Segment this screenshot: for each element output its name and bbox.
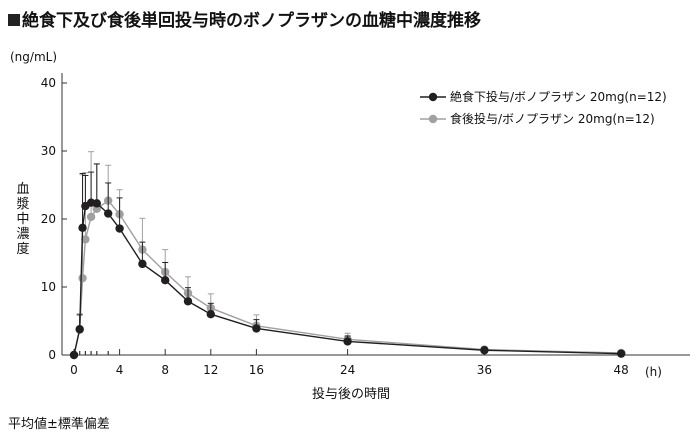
- data-point: [78, 273, 87, 283]
- x-tick-label: 16: [249, 363, 264, 377]
- x-tick-label: 48: [614, 363, 629, 377]
- data-point: [617, 349, 626, 358]
- data-point: [252, 324, 261, 333]
- data-point: [81, 235, 90, 244]
- x-tick-label: 36: [477, 363, 492, 377]
- x-tick-label: 0: [70, 363, 78, 377]
- legend-marker: [428, 92, 438, 102]
- data-point: [104, 209, 113, 218]
- y-tick-label: 30: [41, 144, 56, 158]
- data-point: [138, 259, 147, 269]
- data-point: [69, 350, 79, 360]
- x-tick-label: 4: [116, 363, 124, 377]
- chart-title: 絶食下及び食後単回投与時のボノプラザンの血糖中濃度推移: [8, 6, 481, 31]
- y-tick-label: 40: [41, 76, 56, 90]
- data-point: [115, 224, 124, 233]
- x-tick-label: 8: [161, 363, 169, 377]
- data-point: [343, 337, 352, 346]
- x-axis-label: 投与後の時間: [312, 387, 391, 402]
- legend-label: 絶食下投与/ボノプラザン 20mg(n=12): [450, 89, 667, 104]
- y-tick-label: 0: [48, 348, 56, 362]
- x-tick-label: 12: [203, 363, 218, 377]
- series-line: [73, 201, 622, 356]
- data-point: [161, 276, 170, 285]
- x-tick-label: 24: [340, 363, 355, 377]
- title-square-icon: [8, 14, 20, 26]
- data-point: [75, 324, 84, 334]
- data-point: [480, 346, 489, 355]
- footnote: 平均値±標準偏差: [8, 417, 110, 432]
- legend-label: 食後投与/ボノプラザン 20mg(n=12): [450, 111, 655, 126]
- data-point: [183, 297, 193, 306]
- x-axis-unit: (h): [645, 365, 662, 379]
- series-0: [69, 163, 626, 360]
- series-1: [69, 151, 626, 360]
- chart-title-text: 絶食下及び食後単回投与時のボノプラザンの血糖中濃度推移: [22, 11, 481, 31]
- y-axis-label: 血漿中濃度: [16, 182, 30, 257]
- data-point: [86, 212, 96, 222]
- data-point: [206, 310, 215, 319]
- series-line: [73, 199, 622, 356]
- data-point: [92, 199, 102, 208]
- y-tick-label: 20: [41, 212, 56, 226]
- legend-marker: [428, 114, 438, 124]
- y-axis-unit: (ng/mL): [10, 50, 58, 64]
- y-tick-label: 10: [41, 280, 56, 294]
- data-point: [78, 223, 87, 233]
